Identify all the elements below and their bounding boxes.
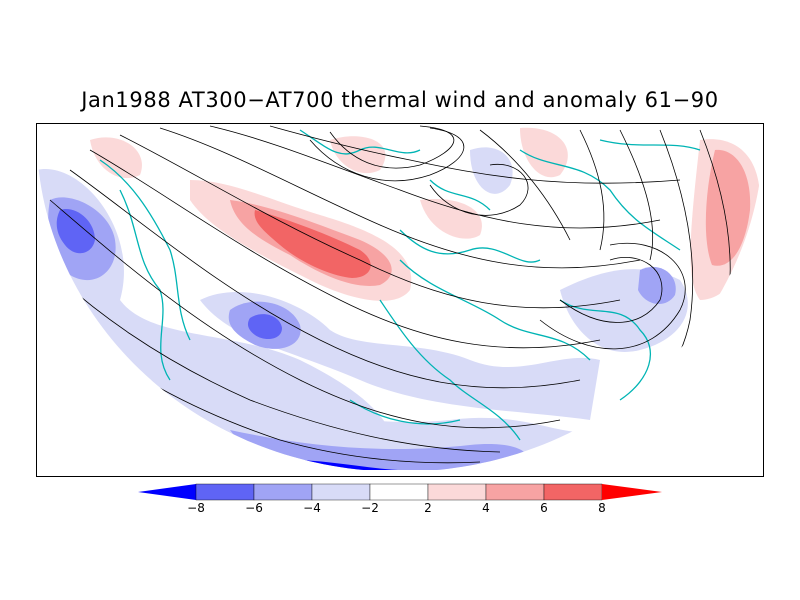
legend-tick-label: −6: [245, 501, 263, 515]
legend-tick-label: 2: [424, 501, 432, 515]
anomaly-shading: [36, 124, 764, 472]
coastlines: [99, 129, 701, 441]
legend-bin-min: [138, 484, 196, 500]
legend-bin-4: [369, 483, 429, 501]
legend-tick-label: −4: [303, 501, 321, 515]
legend-bin-max: [602, 484, 662, 500]
anomaly-region-neg-northeast: [470, 147, 513, 194]
anomaly-core-neg-east: [638, 266, 676, 305]
legend-bin-3: [311, 483, 371, 501]
legend-tick-label: 4: [482, 501, 490, 515]
anomaly-region-pos-northwest: [90, 137, 142, 179]
legend-bin-5: [427, 483, 487, 501]
map-frame: [36, 123, 764, 477]
anomaly-core-neg-center-strong: [247, 314, 282, 340]
legend-tick-label: −8: [187, 501, 205, 515]
legend-bin-7: [543, 483, 603, 501]
legend-bin-2: [253, 483, 313, 501]
streamlines: [39, 125, 731, 464]
legend-bin-1: [195, 483, 255, 501]
anomaly-core-pos-main-strong: [254, 210, 371, 278]
legend-tick-label: 6: [540, 501, 548, 515]
anomaly-region-pos-northeast: [520, 127, 568, 178]
legend-tick-label: −2: [361, 501, 379, 515]
color-legend: [138, 483, 662, 501]
legend-bin-6: [485, 483, 545, 501]
anomaly-core-neg-west-strong: [56, 209, 95, 254]
legend-tick-label: 8: [598, 501, 606, 515]
map-title: Jan1988 AT300−AT700 thermal wind and ano…: [81, 88, 719, 112]
anomaly-region-pos-central: [420, 199, 482, 239]
